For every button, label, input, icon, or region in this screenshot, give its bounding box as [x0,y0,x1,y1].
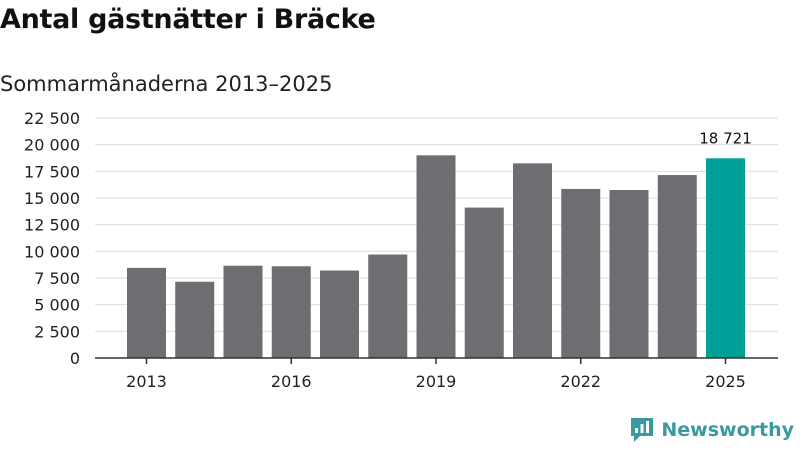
bar-2024 [657,175,697,358]
bar-2021 [513,163,552,358]
labels: 0 2 500 5 000 7 500 10 000 12 500 15 000 17 500… [24,109,752,391]
bars [127,155,745,358]
y-tick-label: 2 500 [34,322,80,341]
bar-2015 [223,265,263,358]
brand-name: Newsworthy [661,419,794,441]
y-tick-label: 10 000 [24,242,80,261]
bar-2019 [416,155,456,358]
x-tick-label: 2022 [560,372,601,391]
bar-2020 [464,207,504,358]
bar-2013 [127,267,166,358]
bar-2018 [368,254,408,358]
x-tick-label: 2013 [126,372,167,391]
bar-2023 [609,190,649,358]
y-tick-label: 0 [70,349,80,368]
y-tick-label: 7 500 [34,269,80,288]
bar-2016 [271,266,311,358]
y-tick-label: 15 000 [24,189,80,208]
bar-2014 [175,281,215,358]
chart-title: Antal gästnätter i Bräcke [0,4,376,35]
y-tick-label: 5 000 [34,296,80,315]
x-tick-label: 2025 [705,372,746,391]
data-label: 18 721 [699,129,752,147]
bar-2017 [320,270,359,358]
chart-subtitle: Sommarmånaderna 2013–2025 [0,72,333,96]
bar-2025 [706,158,745,358]
x-tick-label: 2016 [271,372,312,391]
y-tick-label: 20 000 [24,136,80,155]
y-tick-label: 22 500 [24,109,80,128]
x-tick-label: 2019 [416,372,457,391]
newsworthy-brand[interactable]: Newsworthy [629,416,794,444]
axes [95,357,778,364]
y-tick-label: 17 500 [24,162,80,181]
newsworthy-logo-icon [631,418,654,442]
bar-2022 [561,188,601,358]
y-tick-label: 12 500 [24,216,80,235]
